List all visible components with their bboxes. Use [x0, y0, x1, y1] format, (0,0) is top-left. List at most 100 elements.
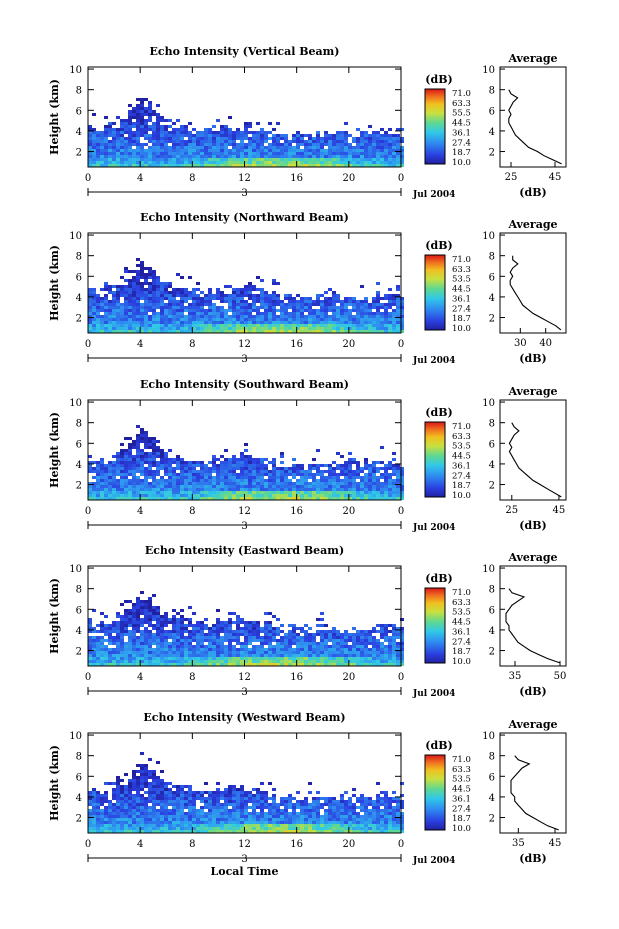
heatmap-cell	[228, 470, 232, 473]
heatmap-cell	[356, 146, 360, 149]
heatmap-cell	[228, 663, 232, 666]
heatmap-cell	[232, 297, 236, 300]
heatmap-cell	[200, 476, 204, 479]
heatmap-cell	[364, 300, 368, 303]
heatmap-cell	[124, 267, 128, 270]
heatmap-cell	[164, 324, 168, 327]
heatmap-cell	[176, 624, 180, 627]
heatmap-cell	[148, 294, 152, 297]
heatmap-cell	[332, 324, 336, 327]
heatmap-cell	[272, 152, 276, 155]
heatmap-cell	[248, 657, 252, 660]
heatmap-cell	[400, 128, 404, 131]
heatmap-cell	[148, 324, 152, 327]
heatmap-cell	[108, 158, 112, 161]
heatmap-cell	[388, 161, 392, 164]
heatmap-cell	[220, 146, 224, 149]
heatmap-cell	[284, 633, 288, 636]
heatmap-cell	[328, 327, 332, 330]
heatmap-cell	[284, 309, 288, 312]
heatmap-cell	[364, 458, 368, 461]
heatmap-cell	[128, 782, 132, 785]
heatmap-cell	[236, 161, 240, 164]
heatmap-cell	[132, 285, 136, 288]
heatmap-cell	[112, 470, 116, 473]
heatmap-cell	[100, 158, 104, 161]
x-tick-label: 4	[137, 506, 143, 517]
heatmap-cell	[104, 645, 108, 648]
heatmap-cell	[124, 321, 128, 324]
heatmap-cell	[372, 300, 376, 303]
heatmap-cell	[136, 800, 140, 803]
heatmap-cell	[100, 830, 104, 833]
heatmap-cell	[396, 321, 400, 324]
heatmap-cell	[96, 303, 100, 306]
heatmap-cell	[220, 125, 224, 128]
heatmap-cell	[240, 306, 244, 309]
heatmap-cell	[396, 137, 400, 140]
heatmap-cell	[212, 327, 216, 330]
heatmap-cell	[152, 473, 156, 476]
heatmap-cell	[116, 791, 120, 794]
heatmap-cell	[252, 497, 256, 500]
heatmap-cell	[236, 488, 240, 491]
heatmap-cell	[288, 467, 292, 470]
heatmap-cell	[364, 467, 368, 470]
heatmap-cell	[140, 603, 144, 606]
heatmap-cell	[220, 312, 224, 315]
heatmap-cell	[144, 785, 148, 788]
heatmap-cell	[96, 309, 100, 312]
heatmap-cell	[156, 330, 160, 333]
heatmap-cell	[92, 788, 96, 791]
heatmap-cell	[104, 660, 108, 663]
heatmap-cell	[128, 633, 132, 636]
heatmap-cell	[236, 663, 240, 666]
heatmap-cell	[252, 146, 256, 149]
heatmap-cell	[236, 497, 240, 500]
average-y-tick-label: 2	[489, 647, 495, 658]
heatmap-cell	[128, 785, 132, 788]
heatmap-cell	[296, 143, 300, 146]
heatmap-cell	[148, 473, 152, 476]
heatmap-cell	[132, 161, 136, 164]
heatmap-cell	[344, 131, 348, 134]
heatmap-cell	[128, 791, 132, 794]
heatmap-cell	[356, 642, 360, 645]
heatmap-cell	[308, 464, 312, 467]
heatmap-cell	[100, 152, 104, 155]
heatmap-cell	[216, 663, 220, 666]
heatmap-cell	[396, 312, 400, 315]
heatmap-cell	[384, 488, 388, 491]
heatmap-cell	[156, 482, 160, 485]
heatmap-cell	[232, 476, 236, 479]
heatmap-cell	[356, 161, 360, 164]
heatmap-cell	[140, 440, 144, 443]
heatmap-cell	[264, 164, 268, 167]
heatmap-cell	[240, 161, 244, 164]
heatmap-cell	[168, 473, 172, 476]
heatmap-cell	[152, 122, 156, 125]
heatmap-cell	[144, 639, 148, 642]
heatmap-cell	[244, 149, 248, 152]
heatmap-cell	[168, 155, 172, 158]
heatmap-cell	[124, 473, 128, 476]
heatmap-cell	[164, 648, 168, 651]
heatmap-cell	[232, 134, 236, 137]
heatmap-cell	[272, 315, 276, 318]
heatmap-cell	[316, 309, 320, 312]
heatmap-cell	[240, 131, 244, 134]
heatmap-cell	[108, 315, 112, 318]
heatmap-cell	[168, 827, 172, 830]
heatmap-cell	[196, 654, 200, 657]
heatmap-cell	[228, 306, 232, 309]
heatmap-cell	[220, 143, 224, 146]
heatmap-cell	[168, 164, 172, 167]
heatmap-cell	[396, 330, 400, 333]
heatmap-cell	[92, 654, 96, 657]
heatmap-cell	[136, 645, 140, 648]
heatmap-cell	[348, 473, 352, 476]
heatmap-cell	[300, 482, 304, 485]
heatmap-cell	[100, 300, 104, 303]
colorbar-label: 10.0	[452, 324, 471, 334]
heatmap-cell	[360, 146, 364, 149]
